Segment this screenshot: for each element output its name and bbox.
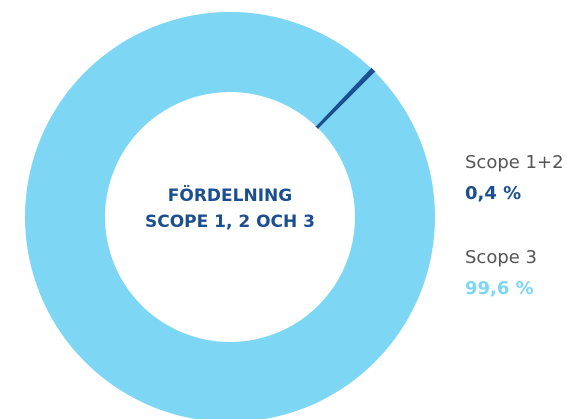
chart-title: FÖRDELNING <box>168 184 292 206</box>
legend-label: Scope 1+2 <box>465 152 564 173</box>
legend-label: Scope 3 <box>465 247 537 268</box>
legend-value: 0,4 % <box>465 183 521 204</box>
legend-value: 99,6 % <box>465 278 534 299</box>
chart-title: SCOPE 1, 2 OCH 3 <box>145 212 315 232</box>
donut-slice <box>25 11 435 419</box>
